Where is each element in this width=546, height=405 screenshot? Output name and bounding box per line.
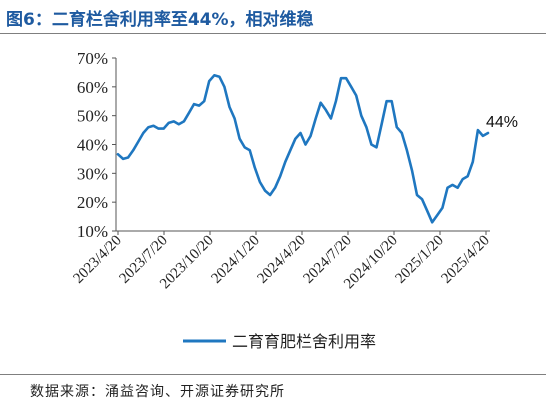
x-tick-label: 2024/4/20 [254,233,308,287]
source-bar: 数据来源：涌益咨询、开源证券研究所 [0,374,546,405]
x-tick-label: 2024/1/20 [208,233,262,287]
x-tick-label: 2025/1/20 [392,233,446,287]
data-source: 数据来源：涌益咨询、开源证券研究所 [30,384,285,400]
x-axis: 2023/4/202023/7/202023/10/202024/1/20202… [70,230,493,292]
figure-title: 图6：二育栏舍利用率至44%，相对维稳 [6,10,314,30]
y-tick-label: 10% [77,222,108,241]
series-layer: 44% [116,73,518,224]
y-tick-label: 70% [77,49,108,68]
end-value-label: 44% [486,114,518,131]
y-tick-label: 60% [77,78,108,97]
series-line [116,73,490,224]
title-bar: 图6：二育栏舍利用率至44%，相对维稳 [0,0,546,34]
legend-label: 二育育肥栏舍利用率 [232,332,376,351]
y-axis: 10% 20% 30% 40% 50% 60% 70% [77,49,117,241]
y-tick-label: 30% [77,164,108,183]
y-tick-label: 20% [77,193,108,212]
x-tick-label: 2025/4/20 [438,233,492,287]
y-tick-label: 40% [77,136,108,155]
y-tick-label: 50% [77,107,108,126]
legend: 二育育肥栏舍利用率 [183,332,376,351]
line-chart: 10% 20% 30% 40% 50% 60% 70% 2023/4/202023/7/20… [70,49,518,351]
